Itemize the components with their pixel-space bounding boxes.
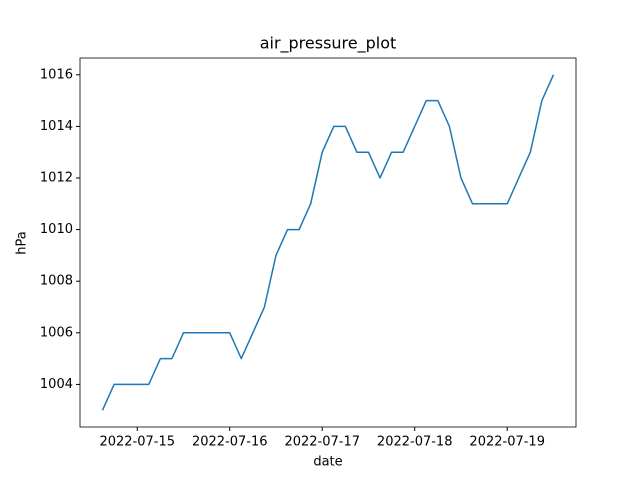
y-tick-label: 1010 [40,222,73,237]
y-tick-label: 1016 [40,67,73,82]
x-tick-label: 2022-07-18 [377,435,453,450]
x-tick-label: 2022-07-15 [99,435,175,450]
y-axis-label: hPa [15,231,30,254]
axes-frame [79,57,577,428]
chart-title: air_pressure_plot [260,34,397,54]
y-tick-label: 1012 [40,170,73,185]
x-tick-label: 2022-07-16 [192,435,268,450]
y-tick-label: 1008 [40,274,73,289]
y-tick-label: 1006 [40,325,73,340]
x-axis-label: date [313,455,342,470]
y-tick-label: 1014 [40,119,73,134]
x-tick-label: 2022-07-17 [284,435,360,450]
x-tick-label: 2022-07-19 [469,435,545,450]
data-line [101,74,555,411]
y-tick-label: 1004 [40,377,73,392]
